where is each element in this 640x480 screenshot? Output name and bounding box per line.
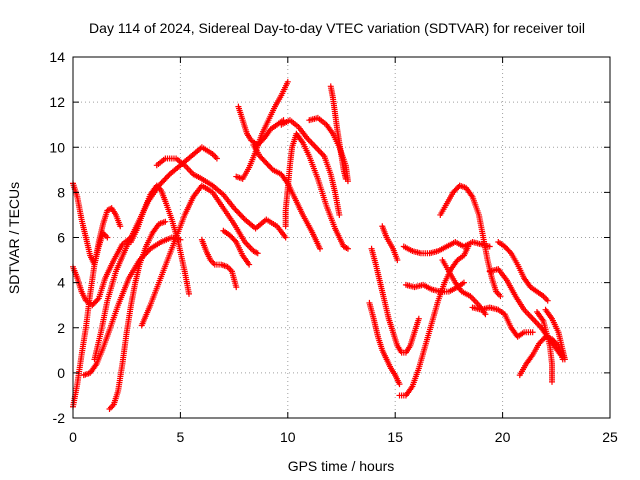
- x-tick-label: 0: [69, 429, 77, 445]
- y-tick-label: 8: [57, 184, 65, 200]
- data-point: [233, 284, 240, 291]
- data-point: [117, 223, 124, 230]
- x-axis-ticks: 0 5 10 15 20 25: [69, 57, 618, 445]
- series-arc-18: [327, 83, 349, 182]
- data-point: [94, 296, 101, 303]
- x-tick-label: 10: [280, 429, 296, 445]
- data-point: [415, 315, 422, 322]
- chart-title: Day 114 of 2024, Sidereal Day-to-day VTE…: [89, 20, 585, 36]
- x-tick-label: 15: [387, 429, 403, 445]
- data-point: [336, 211, 343, 218]
- y-tick-label: 4: [57, 275, 65, 291]
- data-point: [284, 78, 291, 85]
- data-point: [254, 250, 261, 257]
- series-arc-15: [282, 130, 351, 252]
- data-points: [70, 78, 568, 412]
- series-arc-8: [127, 182, 192, 297]
- series-arc-11: [220, 227, 253, 268]
- data-point: [544, 297, 551, 304]
- y-axis-ticks: -2 0 2 4 6 8 10 12 14: [49, 49, 610, 426]
- series-arc-10: [198, 236, 240, 291]
- series-arc-19: [368, 245, 422, 356]
- x-axis-label: GPS time / hours: [288, 458, 395, 474]
- data-point: [394, 257, 401, 264]
- series-arc-6: [106, 218, 169, 412]
- x-tick-label: 5: [177, 429, 185, 445]
- data-point: [460, 279, 467, 286]
- y-tick-label: -2: [53, 410, 66, 426]
- series-arc-2: [70, 234, 134, 309]
- series-arc-28: [495, 239, 551, 304]
- series-arc-20: [366, 299, 403, 388]
- series-arc-24: [402, 279, 467, 295]
- series-arc-16: [278, 117, 343, 218]
- y-tick-label: 12: [49, 94, 65, 110]
- data-point: [497, 293, 504, 300]
- series-arc-25: [439, 257, 489, 318]
- series-arc-9: [153, 155, 289, 241]
- data-point: [231, 237, 238, 244]
- data-point: [246, 261, 253, 268]
- series-arc-3: [70, 205, 124, 410]
- data-point: [529, 329, 536, 336]
- data-point: [396, 381, 403, 388]
- data-point: [506, 248, 513, 255]
- y-tick-label: 0: [57, 365, 65, 381]
- data-point: [282, 234, 289, 241]
- series-arc-26: [437, 182, 504, 300]
- y-tick-label: 10: [49, 139, 65, 155]
- x-tick-label: 20: [495, 429, 511, 445]
- series-arc-14: [250, 141, 324, 252]
- data-point: [185, 290, 192, 297]
- data-point: [104, 234, 111, 241]
- data-point: [317, 245, 324, 252]
- y-tick-label: 2: [57, 320, 65, 336]
- series-arc-21: [379, 223, 401, 264]
- y-tick-label: 14: [49, 49, 65, 65]
- x-tick-label: 25: [602, 429, 618, 445]
- data-point: [344, 245, 351, 252]
- data-point: [549, 378, 556, 385]
- series-arc-32: [542, 306, 568, 363]
- series-arc-13: [235, 103, 287, 148]
- series-arc-22: [396, 243, 472, 399]
- data-point: [213, 155, 220, 162]
- series-arc-31: [533, 308, 556, 385]
- data-point: [486, 243, 493, 250]
- y-axis-label: SDTVAR / TECUs: [6, 182, 22, 294]
- series-arc-27: [469, 304, 536, 340]
- data-point: [342, 175, 349, 182]
- data-point: [482, 311, 489, 318]
- data-point: [268, 165, 275, 172]
- series-arc-23: [400, 239, 493, 257]
- data-point: [162, 218, 169, 225]
- data-point: [561, 356, 568, 363]
- series-arc-12: [233, 78, 291, 182]
- y-tick-label: 6: [57, 230, 65, 246]
